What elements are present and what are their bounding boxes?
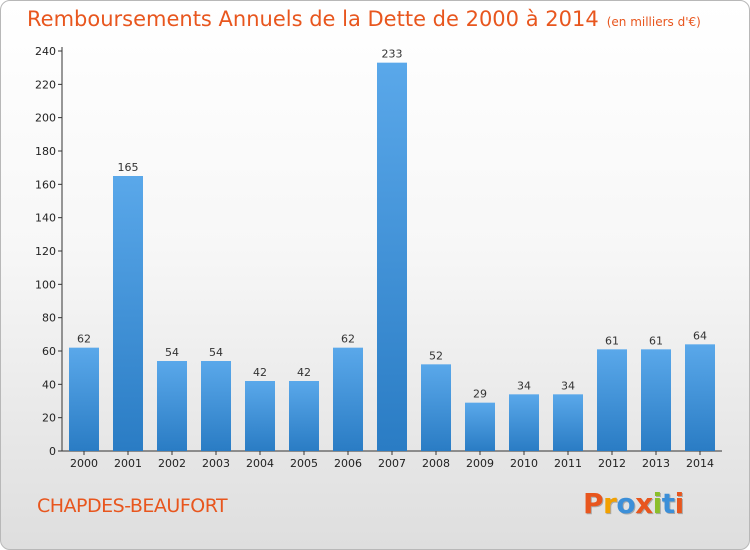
x-tick-label: 2000 [70, 457, 98, 470]
chart-labels: 2000 62 2001 165 2002 54 2003 54 2004 42 2005 42 200… [70, 48, 714, 470]
y-tick-label: 80 [42, 312, 56, 325]
x-tick-label: 2008 [422, 457, 450, 470]
logo-letter: P [583, 487, 604, 520]
logo-letter: x [635, 487, 653, 520]
x-tick-label: 2014 [686, 457, 714, 470]
y-tick-label: 40 [42, 378, 56, 391]
bar-2003 [201, 361, 231, 451]
chart-bars [69, 62, 715, 452]
data-label: 62 [341, 333, 355, 346]
bar-2004 [245, 381, 275, 451]
data-label: 42 [253, 366, 267, 379]
logo-letter: o [616, 487, 636, 520]
data-label: 54 [165, 346, 179, 359]
x-tick-label: 2005 [290, 457, 318, 470]
x-tick-label: 2007 [378, 457, 406, 470]
data-label: 64 [693, 329, 707, 342]
data-label: 233 [382, 48, 403, 61]
y-tick-label: 200 [35, 112, 56, 125]
bar-2006 [333, 347, 363, 451]
data-label: 61 [605, 334, 619, 347]
x-tick-label: 2012 [598, 457, 626, 470]
logo-letter: t [661, 487, 675, 520]
data-label: 34 [561, 379, 575, 392]
data-label: 54 [209, 346, 223, 359]
data-label: 61 [649, 334, 663, 347]
y-tick-label: 0 [49, 445, 56, 458]
x-tick-label: 2004 [246, 457, 274, 470]
x-tick-label: 2006 [334, 457, 362, 470]
bar-2011 [553, 394, 583, 451]
x-tick-label: 2013 [642, 457, 670, 470]
chart-title: Remboursements Annuels de la Dette de 20… [27, 7, 701, 31]
bar-2010 [509, 394, 539, 451]
x-tick-label: 2011 [554, 457, 582, 470]
bar-2014 [685, 344, 715, 451]
data-label: 165 [118, 161, 139, 174]
proxiti-logo[interactable]: Proxiti [583, 487, 684, 520]
data-label: 52 [429, 349, 443, 362]
bar-2012 [597, 349, 627, 451]
data-label: 62 [77, 333, 91, 346]
bar-2000 [69, 347, 99, 451]
chart-title-text: Remboursements Annuels de la Dette de 20… [27, 7, 599, 31]
logo-letter: r [603, 487, 617, 520]
y-tick-label: 120 [35, 245, 56, 258]
x-tick-label: 2002 [158, 457, 186, 470]
y-tick-label: 20 [42, 412, 56, 425]
bar-2009 [465, 402, 495, 451]
data-label: 34 [517, 379, 531, 392]
y-tick-label: 60 [42, 345, 56, 358]
x-tick-label: 2001 [114, 457, 142, 470]
logo-letter: i [652, 487, 663, 520]
commune-name: CHAPDES-BEAUFORT [37, 495, 228, 517]
bar-2002 [157, 361, 187, 451]
y-tick-label: 180 [35, 145, 56, 158]
x-tick-label: 2003 [202, 457, 230, 470]
bar-2001 [113, 176, 143, 451]
bar-2008 [421, 364, 451, 451]
x-tick-label: 2009 [466, 457, 494, 470]
y-tick-label: 240 [35, 45, 56, 58]
y-tick-label: 220 [35, 78, 56, 91]
x-tick-label: 2010 [510, 457, 538, 470]
logo-letter: i [674, 487, 685, 520]
data-label: 42 [297, 366, 311, 379]
y-tick-label: 140 [35, 212, 56, 225]
y-tick-label: 160 [35, 178, 56, 191]
chart-subtitle: (en milliers d'€) [606, 15, 701, 29]
bar-2005 [289, 381, 319, 451]
bar-2013 [641, 349, 671, 451]
bar-2007 [377, 62, 407, 452]
data-label: 29 [473, 388, 487, 401]
y-tick-label: 100 [35, 278, 56, 291]
